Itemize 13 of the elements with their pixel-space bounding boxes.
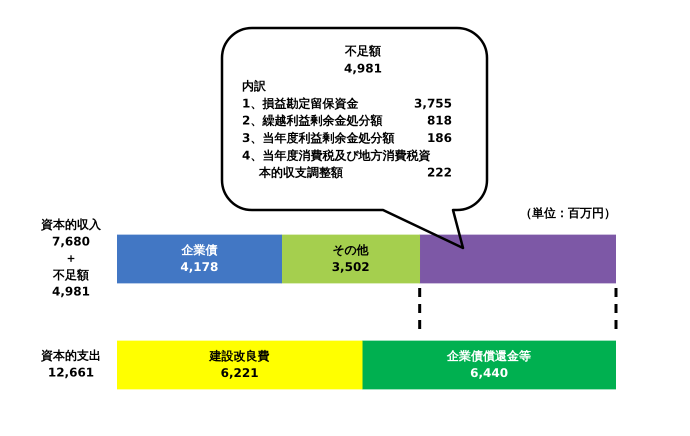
- annotation: （単位：百万円）: [520, 206, 616, 220]
- data-label: 3,502: [332, 260, 370, 274]
- series-label: 企業債: [180, 243, 218, 258]
- data-label: 6,221: [220, 366, 259, 380]
- data-label: 4,178: [180, 260, 218, 274]
- text: 不足額 4,981: [344, 44, 382, 76]
- series-label: 建設改良費: [208, 349, 270, 364]
- y-tick-label: 資本的支出 12,661: [40, 348, 101, 380]
- series-label: その他: [332, 243, 370, 258]
- text: 内訳 1、損益勘定留保資金 3,755 2、繰越利益剰余金処分額 818 3、当年度利益剰余金処分額 186 4、当年度消費税及び地方消費税資本的収支調整額 222: [242, 79, 452, 180]
- data-label: 6,440: [470, 366, 508, 380]
- y-tick-label: 資本的収入 7,680 ＋不足額 4,981: [40, 218, 102, 299]
- series-label: 企業債償還金等: [446, 349, 532, 364]
